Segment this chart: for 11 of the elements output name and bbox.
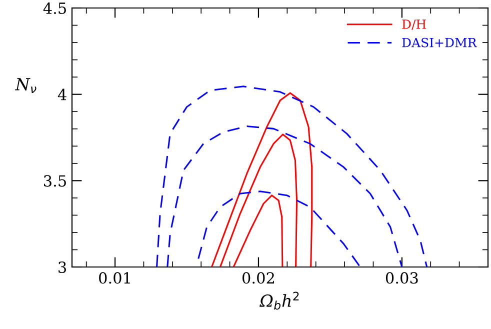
x-tick-label: 0.03 bbox=[386, 272, 418, 284]
legend-label: DASI+DMR bbox=[402, 38, 478, 48]
y-tick-label: 3 bbox=[58, 261, 66, 274]
y-tick-label: 3.5 bbox=[44, 175, 66, 187]
x-tick-label: 0.02 bbox=[242, 272, 274, 284]
x-tick-label: 0.01 bbox=[99, 272, 130, 284]
y-tick-label: 4 bbox=[58, 88, 66, 100]
y-axis-title: N$_{ν}$ bbox=[14, 78, 36, 94]
y-tick-label: 4.5 bbox=[43, 2, 66, 14]
x-axis-title: Ω$_{b}$h$^{2}$ bbox=[260, 292, 299, 310]
legend-label: D/H bbox=[402, 20, 426, 30]
